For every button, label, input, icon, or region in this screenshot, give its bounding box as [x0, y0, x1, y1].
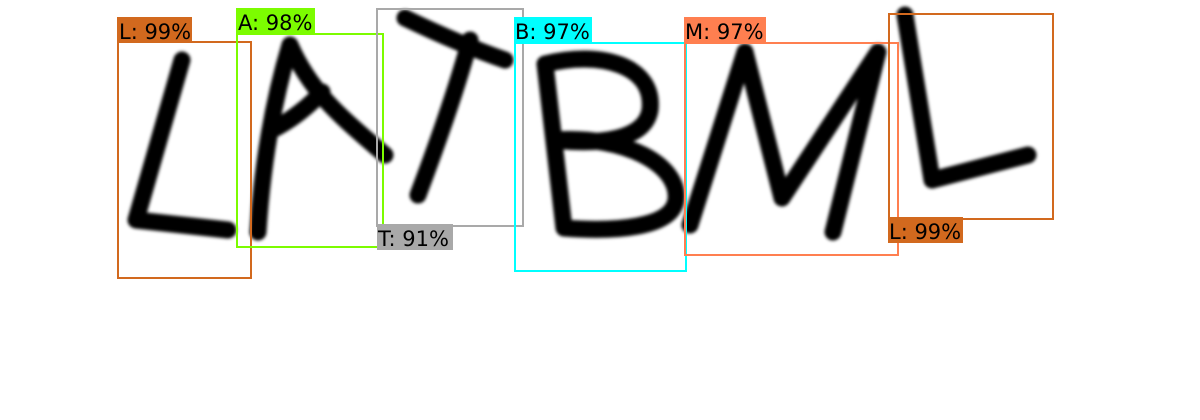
label-t: T: 91% [377, 224, 453, 251]
bbox-l-2 [888, 13, 1054, 220]
label-m: M: 97% [684, 17, 766, 44]
label-text: T: 91% [377, 227, 449, 251]
glyph-a-crossbar [263, 83, 331, 139]
label-l-1: L: 99% [117, 17, 192, 44]
glyph-b [536, 50, 685, 238]
glyph-t-stem [409, 31, 479, 204]
label-a: A: 98% [236, 8, 315, 35]
label-text: M: 97% [685, 20, 764, 44]
label-bg [377, 224, 453, 250]
handwriting-strokes [127, 6, 1037, 241]
label-bg [514, 17, 592, 43]
label-bg [236, 8, 315, 34]
label-text: L: 99% [119, 20, 191, 44]
detection-labels: L: 99% A: 98% T: 91% B: 97% M: 97% L: 99… [117, 8, 963, 251]
label-bg [684, 17, 766, 43]
glyph-m [681, 43, 887, 241]
label-bg [117, 17, 192, 43]
label-l-2: L: 99% [888, 217, 963, 244]
label-b: B: 97% [514, 17, 592, 44]
label-text: A: 98% [238, 11, 312, 35]
bbox-m [684, 42, 899, 256]
glyph-t-top [396, 9, 514, 69]
label-bg [888, 217, 963, 243]
glyph-l-2 [896, 6, 1037, 189]
glyph-a [249, 36, 394, 241]
glyph-l-1 [127, 51, 237, 239]
label-text: L: 99% [889, 220, 961, 244]
label-text: B: 97% [515, 20, 590, 44]
